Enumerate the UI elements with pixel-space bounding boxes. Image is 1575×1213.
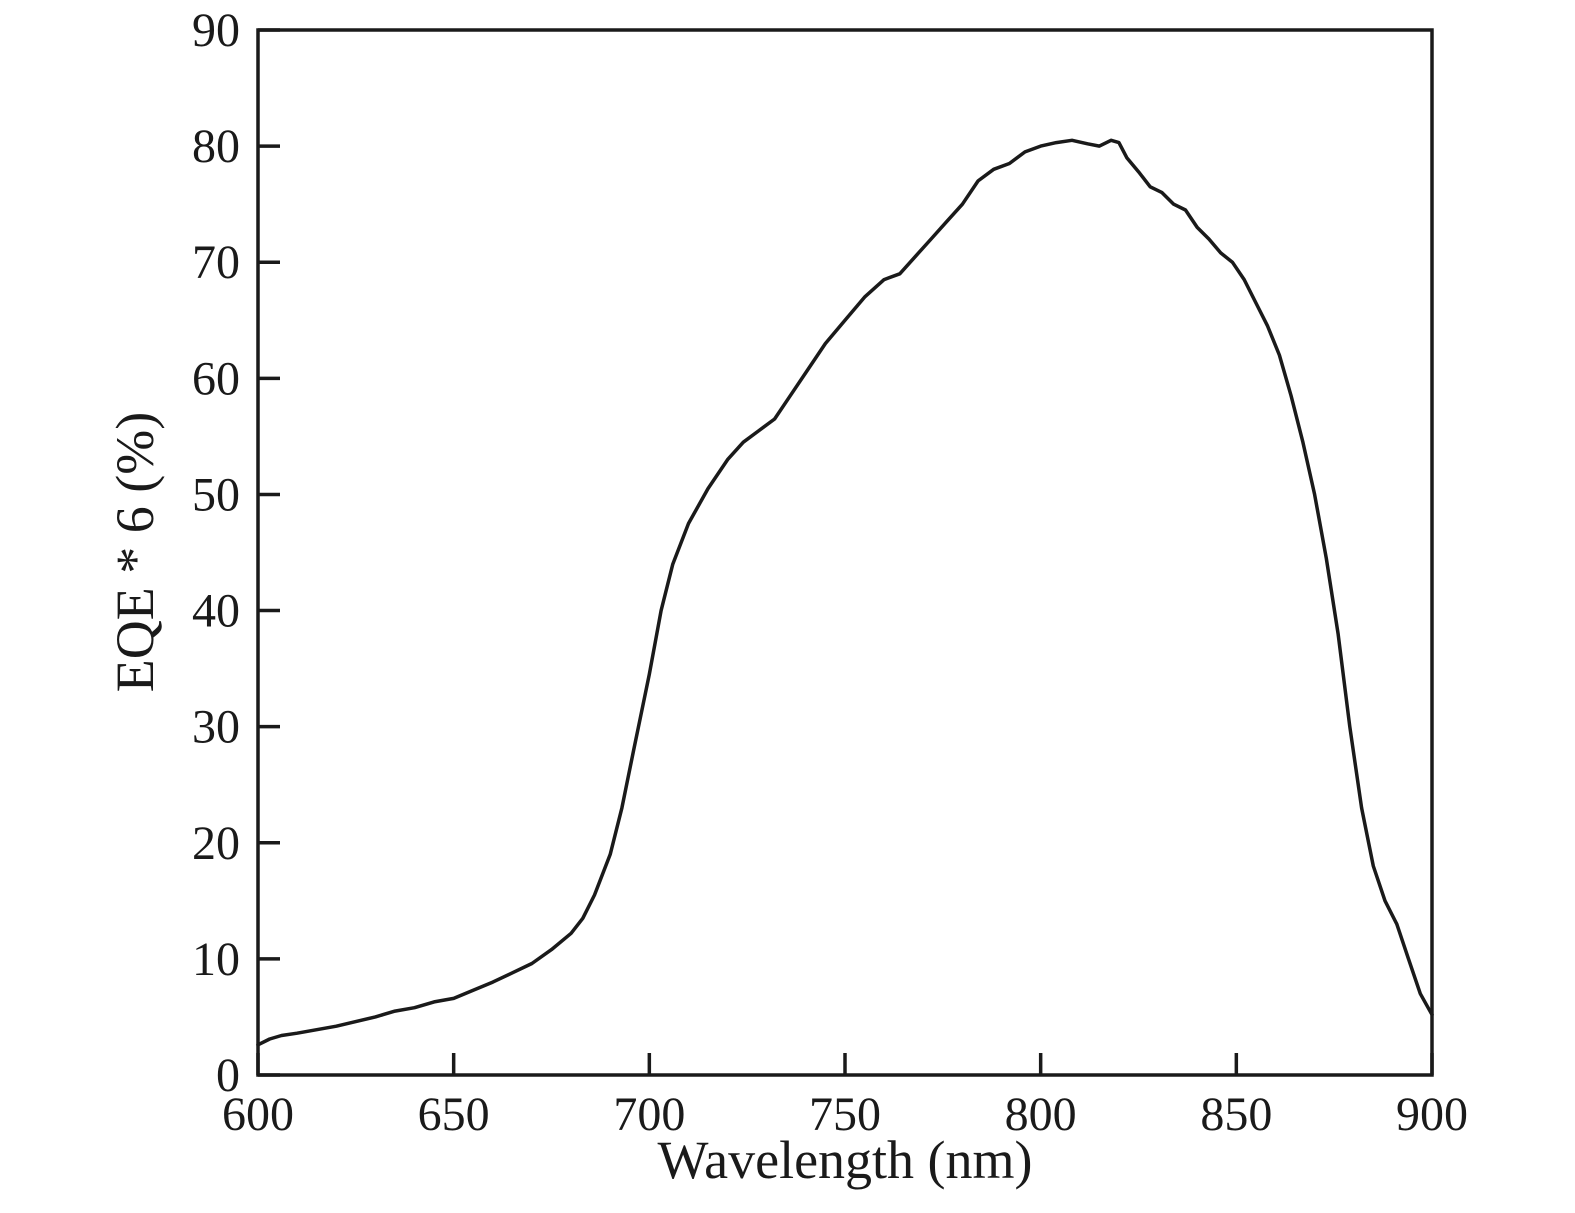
y-axis-tick-label: 10 bbox=[192, 933, 240, 986]
x-axis-tick-label: 650 bbox=[418, 1088, 490, 1141]
y-axis-tick-label: 70 bbox=[192, 236, 240, 289]
x-axis-tick-label: 900 bbox=[1396, 1088, 1468, 1141]
x-axis-tick-label: 700 bbox=[613, 1088, 685, 1141]
x-axis-tick-label: 600 bbox=[222, 1088, 294, 1141]
x-axis-tick-label: 750 bbox=[809, 1088, 881, 1141]
y-axis-tick-label: 0 bbox=[216, 1049, 240, 1102]
x-axis-tick-label: 850 bbox=[1200, 1088, 1272, 1141]
y-axis-tick-label: 30 bbox=[192, 701, 240, 754]
y-axis-title: EQE * 6 (%) bbox=[105, 411, 165, 693]
series-line bbox=[256, 138, 1434, 1047]
y-axis-tick-label: 60 bbox=[192, 352, 240, 405]
y-axis-tick-label: 50 bbox=[192, 468, 240, 521]
y-axis-tick-label: 80 bbox=[192, 120, 240, 173]
y-axis-tick-label: 40 bbox=[192, 585, 240, 638]
y-axis-tick-label: 20 bbox=[192, 817, 240, 870]
x-axis-tick-label: 800 bbox=[1005, 1088, 1077, 1141]
plot-frame bbox=[256, 28, 1434, 1077]
y-axis-tick-label: 90 bbox=[192, 4, 240, 57]
x-axis-title: Wavelength (nm) bbox=[657, 1130, 1033, 1190]
